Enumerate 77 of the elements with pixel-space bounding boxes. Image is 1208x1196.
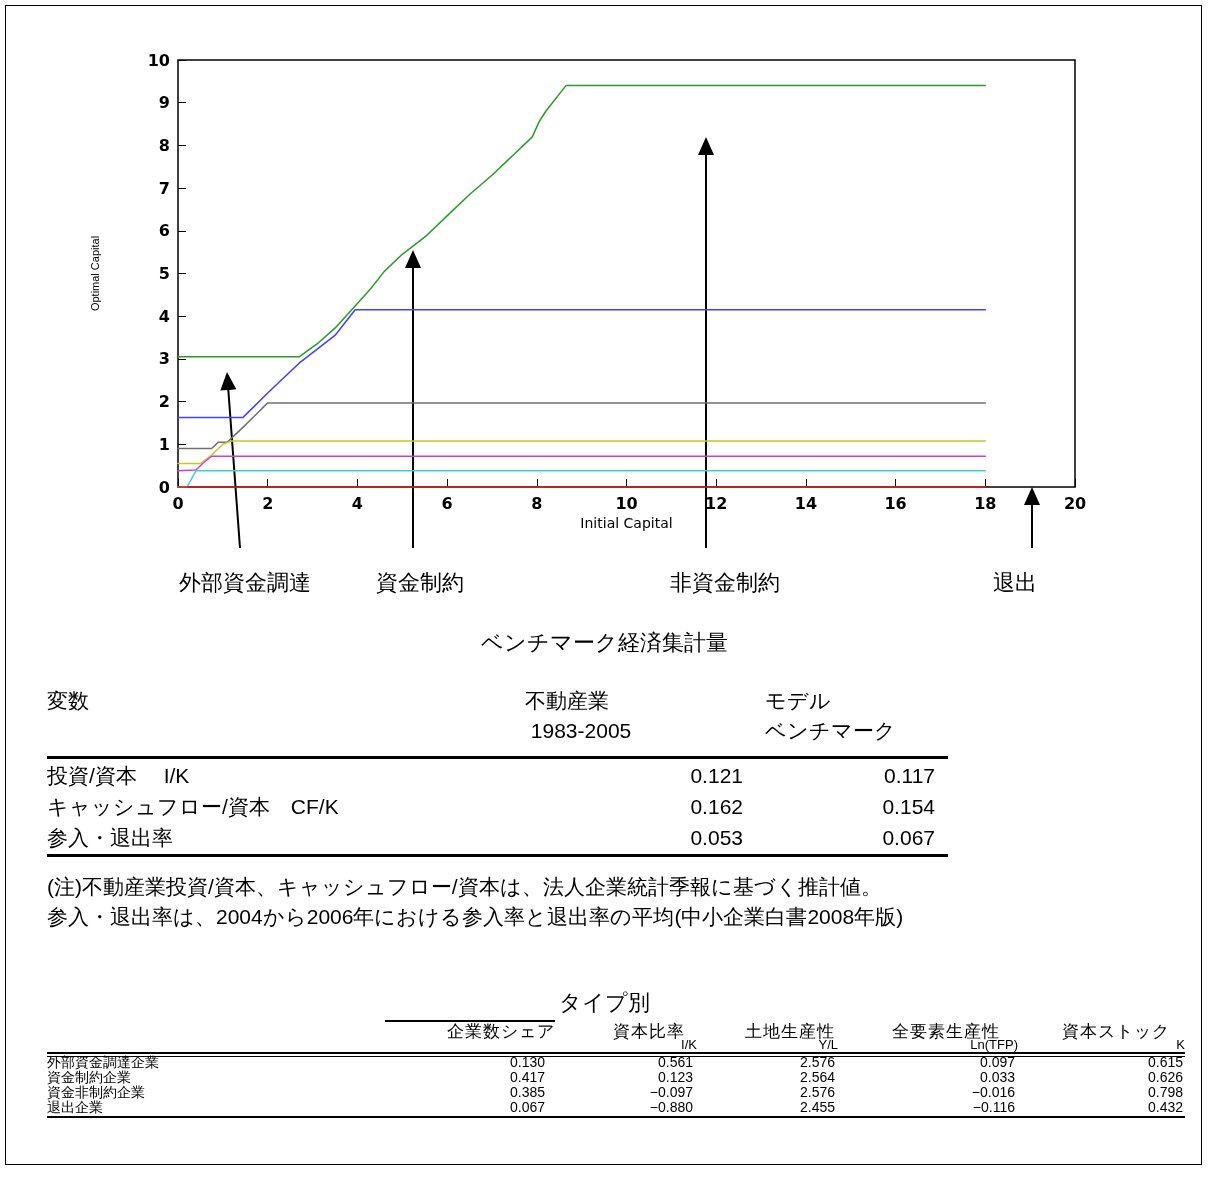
x-tick-label: 16 xyxy=(884,493,907,513)
x-tick-label: 6 xyxy=(441,493,453,513)
line-series xyxy=(177,455,987,472)
data-label: −0.880 xyxy=(649,1099,693,1115)
data-label: 0.117 xyxy=(884,763,935,789)
x-tick-label: 8 xyxy=(531,493,543,513)
data-label: 0.615 xyxy=(1147,1054,1183,1070)
category-label: キャッシュフロー/資本 CF/K xyxy=(47,794,339,820)
x-tick-label: 4 xyxy=(351,493,363,513)
data-label: 0.561 xyxy=(657,1054,693,1070)
data-label: 0.033 xyxy=(979,1069,1015,1085)
x-axis-title: Initial Capital xyxy=(580,514,673,531)
y-tick-label: 4 xyxy=(158,306,170,326)
line-series xyxy=(177,309,987,419)
y-tick-label: 7 xyxy=(158,178,170,198)
data-label: 0.130 xyxy=(509,1054,545,1070)
y-tick-label: 0 xyxy=(158,477,170,497)
y-tick-label: 2 xyxy=(158,392,170,412)
data-label: 0.626 xyxy=(1147,1069,1183,1085)
data-label: 0.123 xyxy=(657,1069,693,1085)
text: 退出 xyxy=(992,569,1038,597)
line-series xyxy=(177,440,987,465)
x-tick-label: 0 xyxy=(172,493,184,513)
y-tick-label: 3 xyxy=(158,349,170,369)
data-label: 0.385 xyxy=(509,1084,545,1100)
text: 資本ストック K xyxy=(1062,1022,1185,1052)
y-tick-label: 1 xyxy=(158,434,170,454)
x-tick-label: 18 xyxy=(974,493,997,513)
text: (注)不動産業投資/資本、キャッシュフロー/資本は、法人企業統計季報に基づく推計値。 xyxy=(47,874,882,900)
data-label: −0.116 xyxy=(972,1099,1015,1115)
y-tick-label: 9 xyxy=(158,93,170,113)
y-tick-label: 6 xyxy=(158,221,170,241)
y-tick-label: 10 xyxy=(147,50,170,70)
text: 資本比率 I/K xyxy=(613,1022,697,1052)
category-label: 投資/資本 I/K xyxy=(47,763,190,789)
x-tick-label: 2 xyxy=(262,493,274,513)
data-label: 0.798 xyxy=(1147,1084,1183,1100)
text: モデルベンチマーク xyxy=(765,688,896,744)
data-label: 2.576 xyxy=(799,1084,835,1100)
data-label: 2.576 xyxy=(799,1054,835,1070)
text: ベンチマーク経済集計量 xyxy=(479,629,729,657)
text: 全要素生産性 Ln(TFP) xyxy=(892,1022,1018,1052)
data-label: −0.016 xyxy=(971,1084,1015,1100)
text: 非資金制約 xyxy=(669,569,781,597)
category-label: 資金制約企業 xyxy=(47,1069,131,1085)
text: タイプ別 xyxy=(557,989,651,1017)
data-label: 2.455 xyxy=(799,1099,835,1115)
y-tick-label: 5 xyxy=(158,264,170,283)
data-label: 0.432 xyxy=(1147,1099,1183,1115)
category-label: 資金非制約企業 xyxy=(47,1084,145,1100)
text: 外部資金調達 xyxy=(178,569,312,597)
data-label: 0.121 xyxy=(690,763,743,789)
text: 不動産業 1983-2005 xyxy=(525,688,632,744)
category-label: 退出企業 xyxy=(47,1099,103,1115)
category-label: 参入・退出率 xyxy=(47,825,173,851)
data-label: 0.067 xyxy=(882,825,935,851)
data-label: 0.154 xyxy=(882,794,935,820)
data-label: 0.053 xyxy=(690,825,743,851)
x-tick-label: 14 xyxy=(794,493,818,513)
text: 参入・退出率は、2004から2006年における参入率と退出率の平均(中小企業白書2008年版) xyxy=(47,904,904,930)
line-series xyxy=(177,402,987,450)
y-tick-label: 8 xyxy=(158,135,170,155)
text: 資金制約 xyxy=(375,569,465,597)
data-label: 0.417 xyxy=(509,1069,545,1085)
data-label: 0.067 xyxy=(509,1099,545,1115)
data-label: 0.162 xyxy=(690,794,743,820)
text: 土地生産性 Y/L xyxy=(745,1022,838,1052)
text: 企業数シェア xyxy=(447,1022,555,1041)
y-axis-title: Optimal Capital xyxy=(88,235,101,312)
x-tick-label: 20 xyxy=(1063,493,1087,513)
data-label: −0.097 xyxy=(649,1084,693,1100)
data-label: 2.564 xyxy=(799,1069,835,1085)
line-series xyxy=(177,84,987,358)
x-tick-label: 12 xyxy=(705,493,728,513)
text: 変数 xyxy=(47,688,89,714)
x-tick-label: 10 xyxy=(615,493,638,513)
data-label: 0.097 xyxy=(979,1054,1015,1070)
